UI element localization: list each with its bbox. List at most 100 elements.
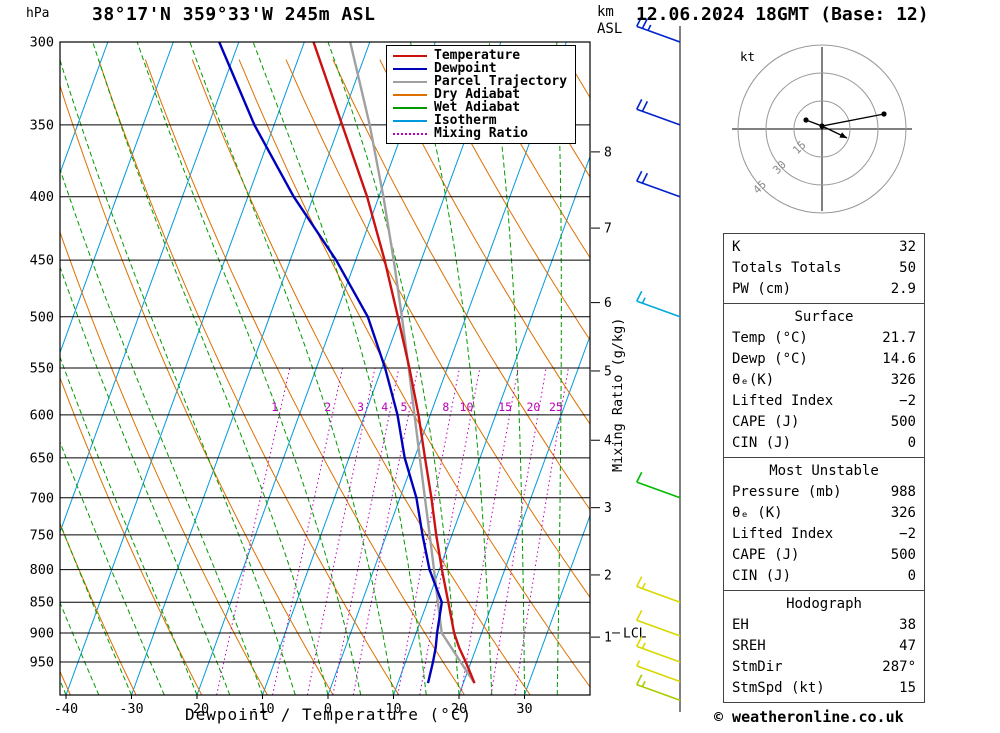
svg-text:-30: -30 (119, 701, 143, 717)
lcl-marker: LCL (612, 626, 647, 641)
svg-text:6: 6 (604, 296, 612, 311)
table-row: CIN (J) 0 (732, 566, 916, 587)
svg-text:800: 800 (30, 562, 54, 578)
svg-text:10: 10 (385, 701, 401, 717)
table-row-label: Temp (°C) (732, 330, 808, 346)
table-row: θₑ (K) 326 (732, 503, 916, 524)
legend-line-sample (393, 106, 427, 109)
wind-barb (636, 660, 681, 683)
mixing-ratio-labels: 1 2 3 4 5 8 10 15 20 25 (271, 400, 563, 414)
table-section: Most Unstable Pressure (mb) 988 θₑ (K) 326 Li… (723, 457, 925, 591)
svg-text:20: 20 (451, 701, 467, 717)
svg-text:400: 400 (30, 189, 54, 205)
wind-barb (636, 576, 681, 603)
isotherm-lines (60, 42, 590, 695)
table-row-value: 287° (882, 659, 916, 675)
svg-text:15: 15 (790, 138, 809, 157)
table-row-label: K (732, 239, 741, 255)
legend-item-label: Wet Adiabat (434, 100, 521, 115)
table-section: K 32 Totals Totals 50 PW (cm) 2.9 (723, 233, 925, 304)
legend-item: Parcel Trajectory (393, 74, 567, 89)
legend-line-sample (393, 54, 427, 57)
table-row-value: 500 (890, 414, 916, 430)
table-row-label: EH (732, 617, 749, 633)
svg-text:1: 1 (271, 400, 278, 414)
svg-text:4: 4 (604, 434, 612, 449)
legend-line-sample (393, 80, 427, 83)
svg-text:700: 700 (30, 490, 54, 506)
svg-text:-40: -40 (54, 701, 78, 717)
hodograph-ring (793, 100, 851, 158)
svg-text:1: 1 (604, 631, 612, 646)
skewt-background-lines (60, 42, 590, 695)
table-row-label: PW (cm) (732, 281, 792, 297)
svg-text:950: 950 (30, 655, 54, 671)
wind-barb (636, 471, 681, 499)
table-row: θₑ(K) 326 (732, 370, 916, 391)
table-row-value: 15 (899, 680, 916, 696)
wind-barb (636, 99, 681, 126)
table-row-label: CAPE (J) (732, 547, 800, 563)
svg-text:5: 5 (604, 364, 612, 379)
legend-item: Temperature (393, 48, 567, 63)
legend-item-label: Dry Adiabat (434, 87, 521, 102)
svg-text:8: 8 (442, 400, 449, 414)
hodograph-ring (765, 72, 879, 186)
table-section-header: Surface (794, 309, 854, 325)
station-title: 38°17'N 359°33'W 245m ASL (92, 4, 376, 25)
asl-label: ASL (597, 21, 623, 37)
table-row-value: 326 (890, 505, 916, 521)
wind-barb (636, 636, 681, 663)
svg-text:LCL: LCL (623, 626, 647, 641)
wind-barb (636, 16, 681, 43)
table-row-label: CAPE (J) (732, 414, 800, 430)
table-row-value: 988 (890, 484, 916, 500)
svg-text:30: 30 (770, 158, 789, 177)
table-row-label: θₑ(K) (732, 372, 775, 388)
table-row: SREH 47 (732, 636, 916, 657)
table-row: EH 38 (732, 615, 916, 636)
wind-barb (636, 290, 681, 318)
svg-text:15: 15 (498, 400, 512, 414)
copyright: © weatheronline.co.uk (714, 708, 904, 726)
svg-text:3: 3 (357, 400, 364, 414)
svg-text:450: 450 (30, 253, 54, 269)
table-row: Lifted Index −2 (732, 524, 916, 545)
table-row-value: −2 (899, 526, 916, 542)
hodograph-ring (737, 44, 907, 214)
legend-line-sample (393, 132, 427, 135)
table-row-label: Pressure (mb) (732, 484, 842, 500)
wind-barb (636, 610, 681, 637)
parcel-trajectory-curve (349, 42, 476, 684)
hodograph-unit-label: kt (740, 49, 755, 64)
mixing-ratio-lines (216, 367, 569, 695)
table-row-label: CIN (J) (732, 435, 792, 451)
table-row: Dewp (°C) 14.6 (732, 349, 916, 370)
svg-text:0: 0 (324, 701, 332, 717)
svg-text:5: 5 (400, 400, 407, 414)
table-row-value: 500 (890, 547, 916, 563)
svg-text:25: 25 (549, 400, 563, 414)
table-row: StmDir 287° (732, 657, 916, 678)
table-row-label: Dewp (°C) (732, 351, 808, 367)
legend-item: Isotherm (393, 113, 567, 128)
svg-text:850: 850 (30, 595, 54, 611)
sounding-profiles (218, 42, 476, 684)
legend-item: Mixing Ratio (393, 126, 567, 141)
table-row-value: 50 (899, 260, 916, 276)
temperature-tick-labels: -40 -30 -20 -10 0 10 20 30 (54, 695, 533, 717)
plot-border (59, 41, 591, 696)
table-section-header: Hodograph (786, 596, 862, 612)
svg-text:-10: -10 (250, 701, 274, 717)
table-row-label: θₑ (K) (732, 505, 783, 521)
wind-barb-column (636, 16, 681, 712)
table-row-label: Lifted Index (732, 393, 834, 409)
svg-text:300: 300 (30, 35, 54, 51)
hodograph-trace (805, 113, 885, 127)
table-row-label: StmSpd (kt) (732, 680, 825, 696)
legend-line-sample (393, 67, 427, 70)
legend-item-label: Mixing Ratio (434, 126, 528, 141)
table-row: StmSpd (kt) 15 (732, 678, 916, 699)
svg-text:45: 45 (751, 178, 770, 197)
